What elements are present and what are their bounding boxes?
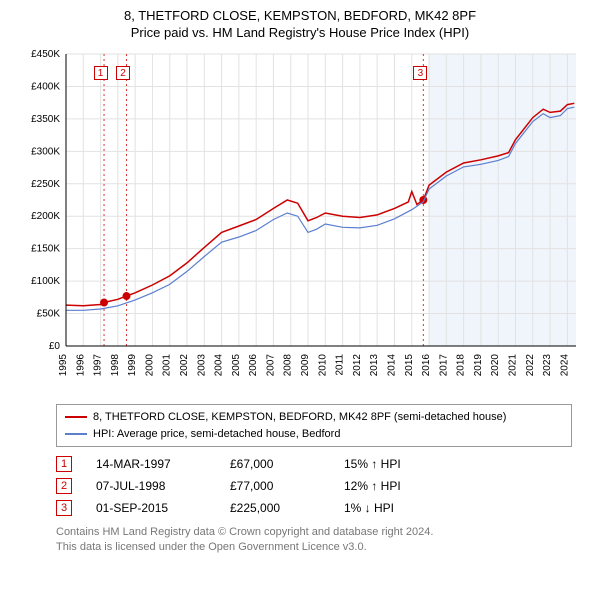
svg-text:£400K: £400K — [31, 81, 60, 92]
svg-text:1997: 1997 — [93, 354, 104, 377]
event-price: £67,000 — [230, 457, 320, 471]
footer-line-2: This data is licensed under the Open Gov… — [56, 540, 572, 555]
event-date: 01-SEP-2015 — [96, 501, 206, 515]
event-row: 1 14-MAR-1997 £67,000 15% ↑ HPI — [56, 453, 572, 475]
svg-text:2016: 2016 — [421, 354, 432, 377]
event-marker: 2 — [56, 478, 72, 494]
svg-text:2019: 2019 — [473, 354, 484, 377]
svg-text:2009: 2009 — [300, 354, 311, 377]
event-marker: 1 — [56, 456, 72, 472]
svg-text:£450K: £450K — [31, 49, 60, 60]
legend-row-2: HPI: Average price, semi-detached house,… — [65, 426, 563, 443]
event-row: 2 07-JUL-1998 £77,000 12% ↑ HPI — [56, 475, 572, 497]
legend-swatch-1 — [65, 416, 87, 418]
svg-text:£250K: £250K — [31, 179, 60, 190]
svg-text:2018: 2018 — [456, 354, 467, 377]
svg-text:1996: 1996 — [75, 354, 86, 377]
legend-row-1: 8, THETFORD CLOSE, KEMPSTON, BEDFORD, MK… — [65, 409, 563, 426]
chart-event-marker: 3 — [413, 66, 427, 80]
chart-event-marker: 1 — [94, 66, 108, 80]
svg-text:£50K: £50K — [37, 309, 61, 320]
svg-text:2001: 2001 — [162, 354, 173, 377]
footer-line-1: Contains HM Land Registry data © Crown c… — [56, 525, 572, 540]
chart-title-block: 8, THETFORD CLOSE, KEMPSTON, BEDFORD, MK… — [8, 8, 592, 40]
event-date: 14-MAR-1997 — [96, 457, 206, 471]
svg-text:2008: 2008 — [283, 354, 294, 377]
event-date: 07-JUL-1998 — [96, 479, 206, 493]
legend-swatch-2 — [65, 433, 87, 435]
svg-text:1998: 1998 — [110, 354, 121, 377]
event-diff: 12% ↑ HPI — [344, 479, 454, 493]
legend-label-2: HPI: Average price, semi-detached house,… — [93, 426, 340, 443]
price-chart: £0 £50K £100K £150K £200K £250K £300K £350K £400… — [20, 46, 580, 396]
svg-text:2005: 2005 — [231, 354, 242, 377]
event-price: £225,000 — [230, 501, 320, 515]
svg-text:1999: 1999 — [127, 354, 138, 377]
event-diff: 15% ↑ HPI — [344, 457, 454, 471]
title-line-1: 8, THETFORD CLOSE, KEMPSTON, BEDFORD, MK… — [8, 8, 592, 23]
svg-text:2007: 2007 — [265, 354, 276, 377]
events-table: 1 14-MAR-1997 £67,000 15% ↑ HPI 2 07-JUL… — [56, 453, 572, 519]
svg-text:1995: 1995 — [58, 354, 69, 377]
svg-text:£200K: £200K — [31, 211, 60, 222]
chart-container: £0 £50K £100K £150K £200K £250K £300K £350K £400… — [20, 46, 580, 396]
svg-text:2010: 2010 — [317, 354, 328, 377]
svg-text:£150K: £150K — [31, 244, 60, 255]
event-diff: 1% ↓ HPI — [344, 501, 454, 515]
svg-text:£0: £0 — [49, 341, 61, 352]
svg-text:2000: 2000 — [144, 354, 155, 377]
svg-text:2023: 2023 — [542, 354, 553, 377]
event-price: £77,000 — [230, 479, 320, 493]
event-row: 3 01-SEP-2015 £225,000 1% ↓ HPI — [56, 497, 572, 519]
legend-label-1: 8, THETFORD CLOSE, KEMPSTON, BEDFORD, MK… — [93, 409, 506, 426]
svg-text:£350K: £350K — [31, 114, 60, 125]
svg-text:2024: 2024 — [559, 354, 570, 377]
legend: 8, THETFORD CLOSE, KEMPSTON, BEDFORD, MK… — [56, 404, 572, 447]
svg-text:2022: 2022 — [525, 354, 536, 377]
svg-text:2015: 2015 — [404, 354, 415, 377]
attribution-footer: Contains HM Land Registry data © Crown c… — [56, 525, 572, 555]
svg-text:2004: 2004 — [214, 354, 225, 377]
svg-text:2003: 2003 — [196, 354, 207, 377]
svg-text:2011: 2011 — [335, 354, 346, 376]
title-line-2: Price paid vs. HM Land Registry's House … — [8, 25, 592, 40]
svg-text:£300K: £300K — [31, 146, 60, 157]
event-marker: 3 — [56, 500, 72, 516]
chart-event-marker: 2 — [116, 66, 130, 80]
svg-text:2012: 2012 — [352, 354, 363, 377]
svg-text:2014: 2014 — [386, 354, 397, 377]
svg-text:2006: 2006 — [248, 354, 259, 377]
svg-text:2017: 2017 — [438, 354, 449, 377]
svg-text:2021: 2021 — [507, 354, 518, 377]
svg-text:£100K: £100K — [31, 276, 60, 287]
svg-text:2013: 2013 — [369, 354, 380, 377]
svg-text:2020: 2020 — [490, 354, 501, 377]
svg-text:2002: 2002 — [179, 354, 190, 377]
